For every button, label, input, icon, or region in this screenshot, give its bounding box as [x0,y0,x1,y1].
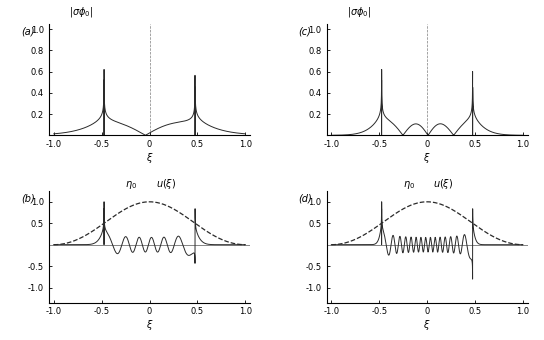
X-axis label: $\xi$: $\xi$ [146,151,153,165]
Text: $|\sigma\phi_0|$: $|\sigma\phi_0|$ [347,5,371,19]
Text: (c): (c) [298,26,311,36]
Text: (a): (a) [21,26,34,36]
X-axis label: $\xi$: $\xi$ [423,318,431,332]
Text: $|\sigma\phi_0|$: $|\sigma\phi_0|$ [69,5,94,19]
Text: $u(\xi)$: $u(\xi)$ [156,176,176,191]
Text: $u(\xi)$: $u(\xi)$ [433,176,454,191]
X-axis label: $\xi$: $\xi$ [423,151,431,165]
Text: (d): (d) [298,193,312,203]
Text: $\eta_0$: $\eta_0$ [403,178,415,191]
Text: (b): (b) [21,193,35,203]
X-axis label: $\xi$: $\xi$ [146,318,153,332]
Text: $\eta_0$: $\eta_0$ [126,178,138,191]
